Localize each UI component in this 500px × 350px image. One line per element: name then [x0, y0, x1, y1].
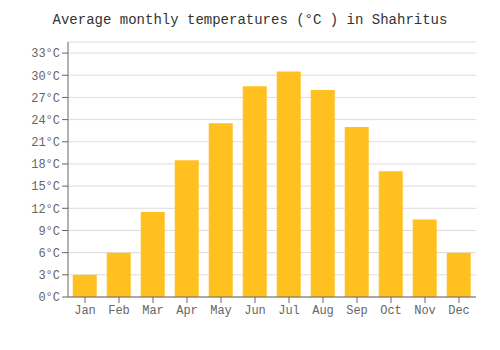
svg-text:Oct: Oct [380, 304, 402, 318]
svg-text:12°C: 12°C [31, 203, 60, 217]
svg-text:Nov: Nov [414, 304, 436, 318]
svg-text:33°C: 33°C [31, 47, 60, 61]
svg-text:Mar: Mar [142, 304, 164, 318]
svg-text:Jun: Jun [244, 304, 266, 318]
svg-text:Aug: Aug [312, 304, 334, 318]
svg-text:30°C: 30°C [31, 70, 60, 84]
svg-text:15°C: 15°C [31, 180, 60, 194]
svg-text:Feb: Feb [108, 304, 130, 318]
svg-text:27°C: 27°C [31, 92, 60, 106]
svg-text:Jul: Jul [278, 304, 300, 318]
svg-text:9°C: 9°C [38, 225, 60, 239]
svg-text:Apr: Apr [176, 304, 198, 318]
svg-text:3°C: 3°C [38, 269, 60, 283]
svg-text:Dec: Dec [448, 304, 470, 318]
svg-text:Sep: Sep [346, 304, 368, 318]
svg-text:6°C: 6°C [38, 247, 60, 261]
svg-text:24°C: 24°C [31, 114, 60, 128]
svg-text:0°C: 0°C [38, 291, 60, 305]
svg-text:May: May [210, 304, 232, 318]
svg-text:Jan: Jan [74, 304, 96, 318]
html-text:Average monthly temperatures (: Average monthly temperatures (°C ) in Sh… [52, 12, 448, 28]
svg-text:21°C: 21°C [31, 136, 60, 150]
svg-text:18°C: 18°C [31, 158, 60, 172]
